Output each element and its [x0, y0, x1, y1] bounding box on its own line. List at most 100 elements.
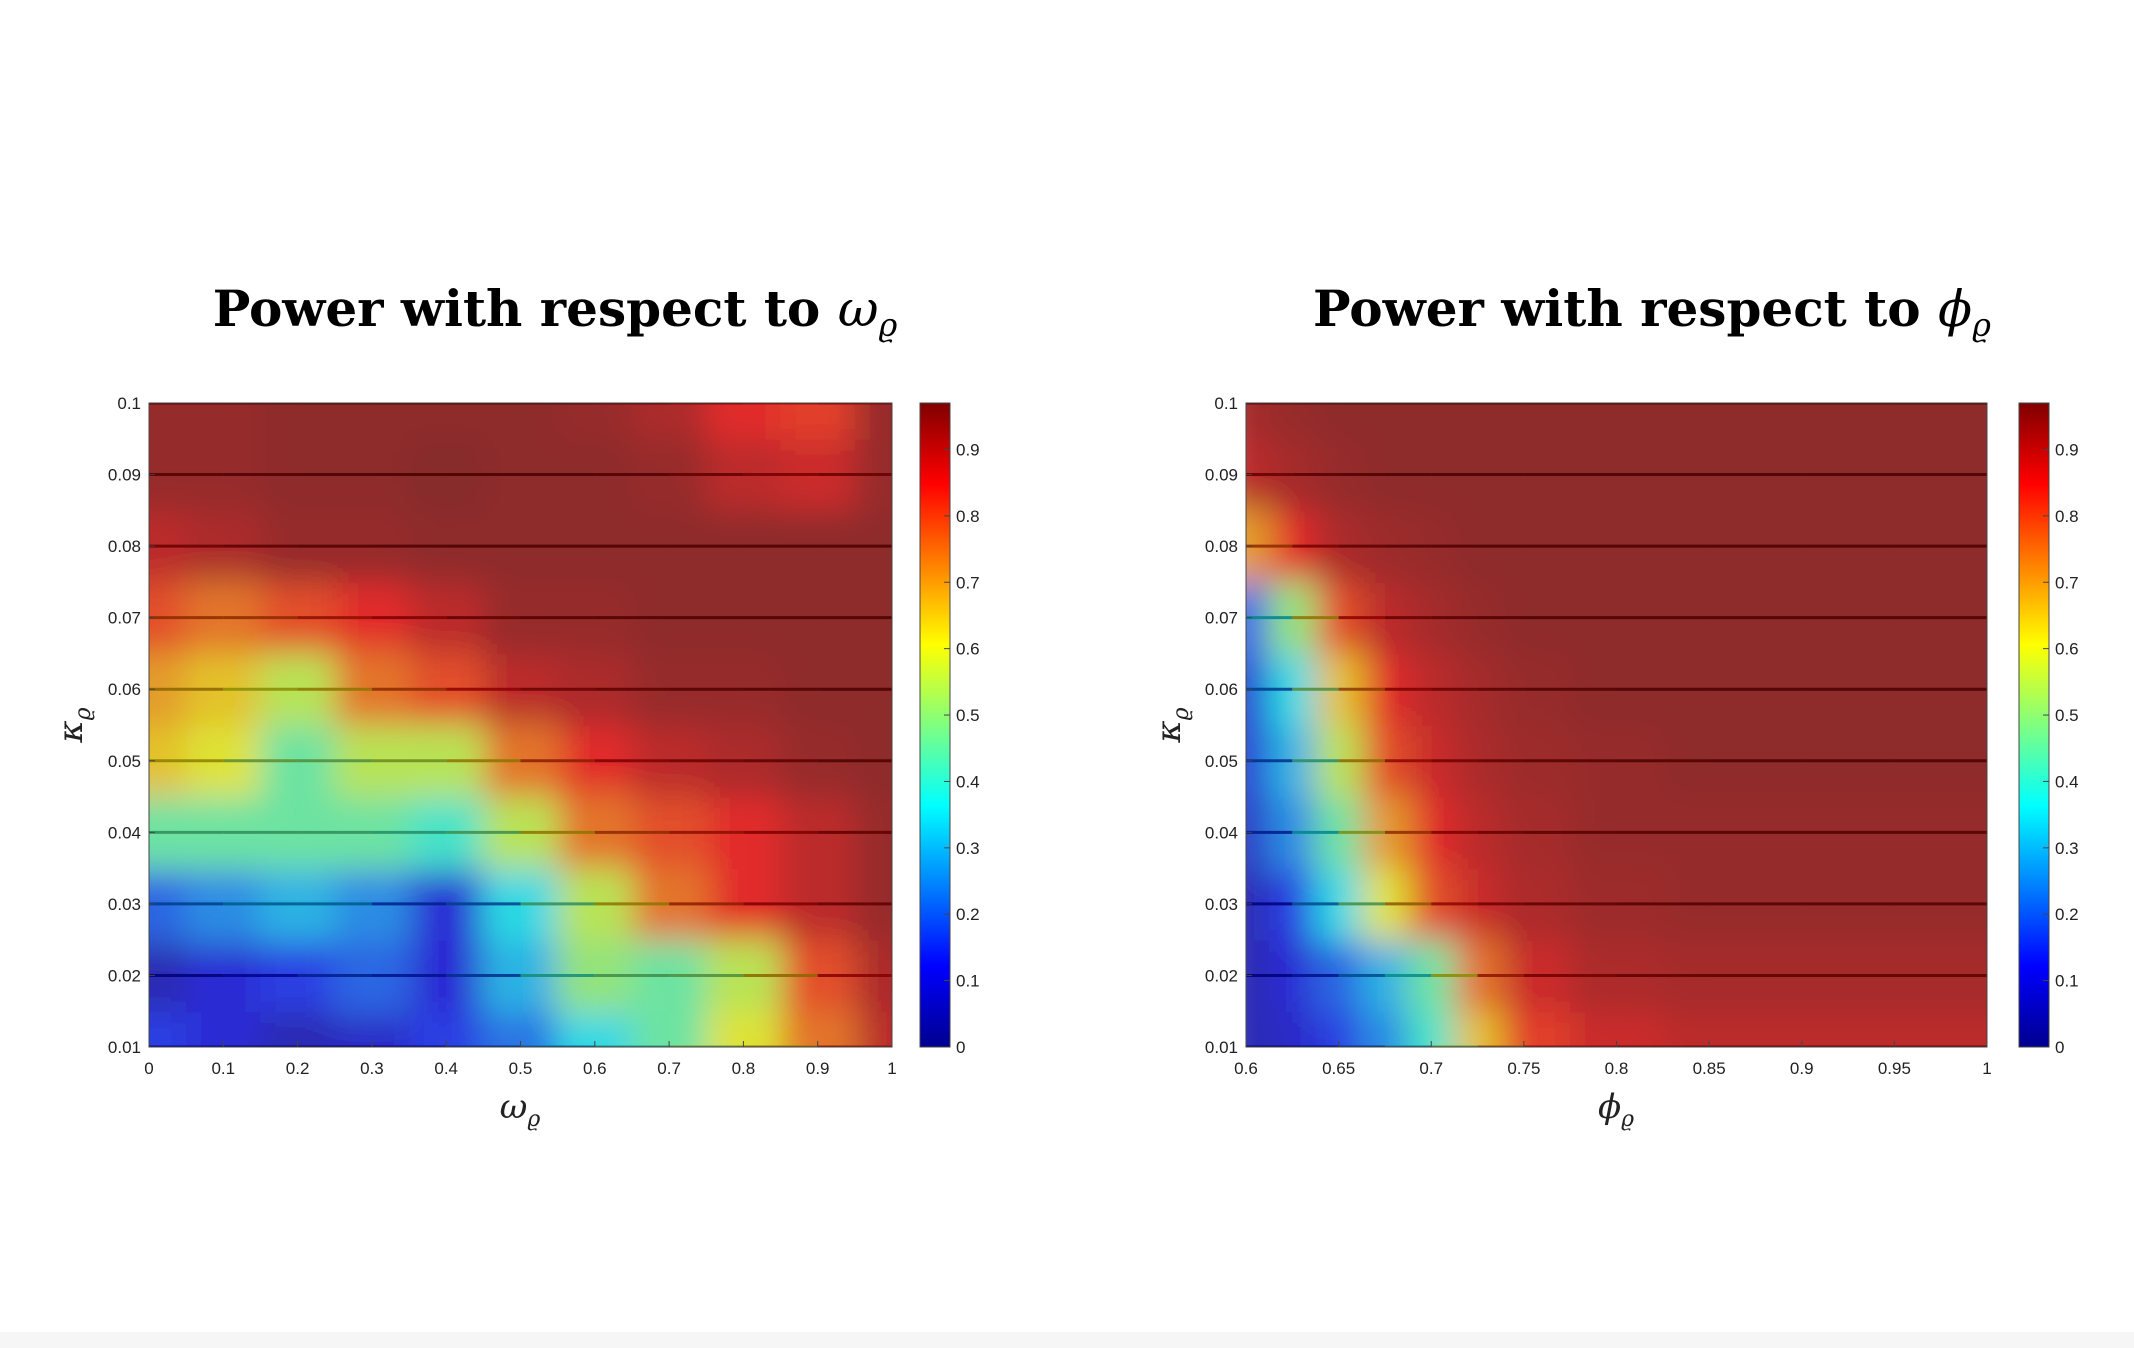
y-tick-label: 0.08: [1205, 537, 1238, 556]
heat-cell: [780, 403, 856, 440]
y-tick-label: 0.08: [108, 537, 141, 556]
y-tick-label: 0.01: [108, 1038, 141, 1057]
chart-title: Power with respect to ωϱ: [213, 279, 898, 344]
x-tick-label: 0.95: [1878, 1059, 1911, 1078]
heat-cell: [1500, 403, 1572, 440]
x-axis-label: ϕϱ: [1598, 1087, 1634, 1132]
colorbar-tick-label: 0: [2055, 1038, 2064, 1057]
y-tick-label: 0.05: [108, 752, 141, 771]
y-tick-label: 0.06: [108, 680, 141, 699]
y-axis-label: κϱ: [1149, 707, 1194, 743]
x-tick-label: 1: [1982, 1059, 1991, 1078]
x-tick-label: 0.1: [211, 1059, 235, 1078]
x-tick-label: 0.7: [1419, 1059, 1443, 1078]
x-tick-label: 0.6: [1234, 1059, 1258, 1078]
y-tick-label: 0.03: [1205, 895, 1238, 914]
heat-cell: [1246, 1011, 1271, 1047]
heat-cell: [1408, 403, 1456, 440]
heat-cell: [1361, 403, 1410, 440]
heat-cell: [1500, 1011, 1572, 1047]
x-axis-label: ωϱ: [500, 1087, 541, 1132]
colorbar-tick-label: 0.9: [2055, 440, 2079, 459]
y-tick-label: 0.04: [108, 823, 141, 842]
colorbar-tick-label: 0.2: [2055, 905, 2079, 924]
x-tick-label: 0.85: [1693, 1059, 1726, 1078]
y-tick-label: 0.05: [1205, 752, 1238, 771]
heat-cell: [1246, 403, 1271, 440]
heat-cell: [1454, 1011, 1502, 1047]
x-tick-label: 0.7: [657, 1059, 681, 1078]
colorbar-tick-label: 0.4: [956, 772, 980, 791]
heat-cell: [1269, 403, 1317, 440]
x-tick-label: 0.5: [509, 1059, 533, 1078]
bottom-band: [0, 1332, 2134, 1348]
y-tick-label: 0.1: [1214, 394, 1238, 413]
x-tick-label: 0.3: [360, 1059, 384, 1078]
y-tick-label: 0.04: [1205, 823, 1238, 842]
x-tick-label: 0.2: [286, 1059, 310, 1078]
heat-cell: [1361, 1011, 1410, 1047]
heat-cell: [483, 403, 559, 440]
colorbar-tick-label: 0.2: [956, 905, 980, 924]
chart-title: Power with respect to ϕϱ: [1313, 279, 1991, 344]
x-tick-label: 1: [887, 1059, 896, 1078]
heat-cell: [334, 403, 411, 440]
x-tick-label: 0.4: [434, 1059, 458, 1078]
y-tick-label: 0.02: [108, 966, 141, 985]
y-tick-label: 0.1: [117, 394, 141, 413]
heat-cell: [631, 403, 708, 440]
y-tick-label: 0.03: [108, 895, 141, 914]
colorbar-tick-label: 0.9: [956, 440, 980, 459]
heat-cell: [854, 403, 892, 440]
y-tick-label: 0.09: [1205, 466, 1238, 485]
heatmap-panel-1: 0.01 0.02 0.03 0.04 0.05 0.06 0.07 0.08 0.09 0.1 0…: [51, 279, 980, 1132]
y-tick-label: 0.09: [108, 466, 141, 485]
heat-cell: [557, 403, 633, 440]
heat-cell: [1570, 403, 1664, 440]
heat-cell: [1662, 403, 1757, 440]
x-tick-label: 0: [144, 1059, 153, 1078]
heat-cell: [149, 1011, 188, 1047]
heat-cell: [260, 403, 336, 440]
y-axis-label: κϱ: [51, 707, 96, 743]
x-tick-label: 0.75: [1507, 1059, 1540, 1078]
colorbar-tick-label: 0.4: [2055, 772, 2079, 791]
colorbar: 0 0.1 0.2 0.3 0.4 0.5 0.6 0.7 0.8 0.9: [919, 402, 980, 1057]
colorbar-tick-label: 0.3: [956, 839, 980, 858]
colorbar-tick-label: 0.6: [2055, 640, 2079, 659]
heat-cell: [1755, 403, 1850, 440]
heat-cell: [149, 403, 188, 440]
heat-cell: [1454, 403, 1502, 440]
heat-field: [149, 403, 892, 1047]
colorbar: 0 0.1 0.2 0.3 0.4 0.5 0.6 0.7 0.8 0.9: [2018, 402, 2079, 1057]
heat-cell: [557, 1011, 633, 1047]
colorbar-tick-label: 0.7: [956, 573, 980, 592]
shade-overlay: [149, 403, 892, 1047]
heat-cell: [186, 403, 262, 440]
heat-cell: [854, 1011, 892, 1047]
colorbar-tick-label: 0.3: [2055, 839, 2079, 858]
heat-cell: [1848, 403, 1942, 440]
x-tick-label: 0.9: [806, 1059, 830, 1078]
x-tick-label: 0.9: [1790, 1059, 1814, 1078]
colorbar-tick-label: 0: [956, 1038, 965, 1057]
heat-cell: [1269, 1011, 1317, 1047]
heat-cell: [1940, 1011, 1987, 1047]
colorbar-tick-label: 0.5: [956, 706, 980, 725]
colorbar-tick-label: 0.1: [2055, 972, 2079, 991]
colorbar-tick-label: 0.8: [956, 507, 980, 526]
x-tick-label: 0.6: [583, 1059, 607, 1078]
colorbar-tick-label: 0.5: [2055, 706, 2079, 725]
x-tick-label: 0.8: [732, 1059, 756, 1078]
colorbar-tick-label: 0.1: [956, 972, 980, 991]
heat-field: [1246, 403, 1987, 1047]
heat-cell: [706, 403, 782, 440]
heatmap-panel-2: 0.010.020.030.040.050.060.070.080.090.10…: [1149, 279, 2079, 1132]
shade-overlay: [1246, 403, 1987, 1047]
y-tick-label: 0.07: [108, 609, 141, 628]
x-tick-label: 0.65: [1322, 1059, 1355, 1078]
y-tick-label: 0.01: [1205, 1038, 1238, 1057]
y-tick-label: 0.06: [1205, 680, 1238, 699]
heat-cell: [409, 403, 485, 440]
